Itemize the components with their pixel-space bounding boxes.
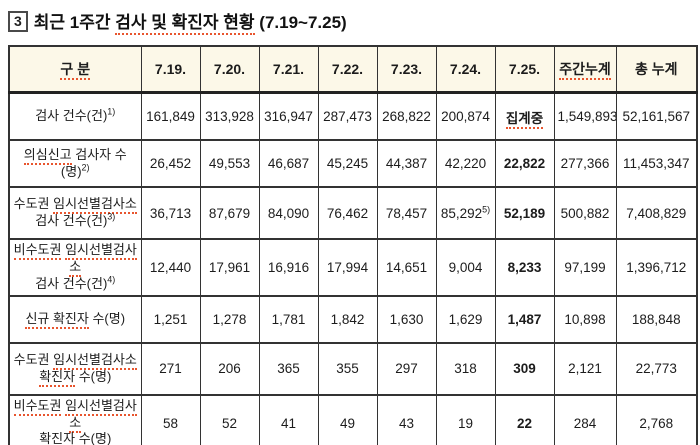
cell-value: 85,2925) xyxy=(435,186,496,240)
cell-value: 7,408,829 xyxy=(615,186,698,240)
row-label-capital-screening-tests: 수도권 임시선별검사소 검사 건수(건)3) xyxy=(8,186,142,240)
cell-value: 12,440 xyxy=(140,238,201,297)
cell-value: 1,629 xyxy=(435,294,496,344)
cell-value: 22,773 xyxy=(615,341,698,396)
table-body: 검사 건수(건)1) 161,849 313,928 316,947 287,473 26… xyxy=(8,91,698,445)
cell-value: 16,916 xyxy=(258,238,319,297)
title-index-badge: 3 xyxy=(8,11,28,32)
cell-value: 44,387 xyxy=(376,139,437,188)
cell-value: 188,848 xyxy=(615,294,698,344)
table-row-capital-screening-confirmed: 수도권 임시선별검사소 확진자 수(명) 271 206 365 355 297 318 309… xyxy=(8,341,698,396)
cell-value: 8,233 xyxy=(494,238,555,297)
stats-table: 구 분 7.19. 7.20. 7.21. 7.22. 7.23. 7.24. 7.25. 주간… xyxy=(8,45,698,445)
cell-value: 집계중 xyxy=(494,91,555,141)
cell-value: 284 xyxy=(553,393,617,445)
column-header: 7.23. xyxy=(376,45,437,94)
cell-value: 26,452 xyxy=(140,139,201,188)
column-header: 주간누계 xyxy=(553,45,617,94)
column-header: 7.20. xyxy=(199,45,260,94)
cell-value: 17,961 xyxy=(199,238,260,297)
cell-value: 42,220 xyxy=(435,139,496,188)
cell-value: 97,199 xyxy=(553,238,617,297)
column-header: 7.21. xyxy=(258,45,319,94)
row-label-tests-total: 검사 건수(건)1) xyxy=(8,91,142,141)
row-label-new-confirmed-cases: 신규 확진자 수(명) xyxy=(8,294,142,344)
cell-value: 355 xyxy=(317,341,378,396)
cell-value: 309 xyxy=(494,341,555,396)
cell-value: 1,630 xyxy=(376,294,437,344)
column-header: 7.24. xyxy=(435,45,496,94)
cell-value: 500,882 xyxy=(553,186,617,240)
cell-value: 268,822 xyxy=(376,91,437,141)
corner-header: 구 분 xyxy=(8,45,142,94)
cell-value: 316,947 xyxy=(258,91,319,141)
cell-value: 52,189 xyxy=(494,186,555,240)
cell-value: 87,679 xyxy=(199,186,260,240)
table-row-capital-screening-tests: 수도권 임시선별검사소 검사 건수(건)3) 36,713 87,679 84,090 7… xyxy=(8,186,698,240)
table-row-suspected-case-tested: 의심신고 검사자 수(명)2) 26,452 49,553 46,687 45,245 4… xyxy=(8,139,698,188)
table-row-noncapital-screening-confirmed: 비수도권 임시선별검사소 확진자 수(명) 58 52 41 49 43 19 22 284 2,7… xyxy=(8,393,698,445)
cell-value: 1,278 xyxy=(199,294,260,344)
cell-value: 41 xyxy=(258,393,319,445)
title-period: (7.19~7.25) xyxy=(254,13,347,32)
cell-value: 313,928 xyxy=(199,91,260,141)
cell-value: 1,781 xyxy=(258,294,319,344)
row-label-suspected-case-tested: 의심신고 검사자 수(명)2) xyxy=(8,139,142,188)
cell-value: 365 xyxy=(258,341,319,396)
cell-value: 43 xyxy=(376,393,437,445)
cell-value: 1,251 xyxy=(140,294,201,344)
table-row-noncapital-screening-tests: 비수도권 임시선별검사소 검사 건수(건)4) 12,440 17,961 16,916… xyxy=(8,238,698,297)
cell-value: 45,245 xyxy=(317,139,378,188)
cell-value: 1,396,712 xyxy=(615,238,698,297)
cell-value: 1,842 xyxy=(317,294,378,344)
cell-value: 9,004 xyxy=(435,238,496,297)
cell-value: 271 xyxy=(140,341,201,396)
cell-value: 49,553 xyxy=(199,139,260,188)
cell-value: 49 xyxy=(317,393,378,445)
column-header: 7.22. xyxy=(317,45,378,94)
column-header: 총 누계 xyxy=(615,45,698,94)
cell-value: 206 xyxy=(199,341,260,396)
cell-value: 52,161,567 xyxy=(615,91,698,141)
cell-value: 1,487 xyxy=(494,294,555,344)
title-text-lead: 최근 1주간 xyxy=(33,13,116,32)
page-title: 3 최근 1주간 검사 및 확진자 현황 (7.19~7.25) xyxy=(8,8,700,35)
cell-value: 36,713 xyxy=(140,186,201,240)
cell-value: 2,121 xyxy=(553,341,617,396)
cell-value: 11,453,347 xyxy=(615,139,698,188)
cell-value: 46,687 xyxy=(258,139,319,188)
cell-value: 22,822 xyxy=(494,139,555,188)
cell-value: 277,366 xyxy=(553,139,617,188)
cell-value: 19 xyxy=(435,393,496,445)
cell-value: 200,874 xyxy=(435,91,496,141)
column-header: 7.25. xyxy=(494,45,555,94)
row-label-capital-screening-confirmed: 수도권 임시선별검사소 확진자 수(명) xyxy=(8,341,142,396)
cell-value: 58 xyxy=(140,393,201,445)
column-header: 7.19. xyxy=(140,45,201,94)
cell-value: 2,768 xyxy=(615,393,698,445)
cell-value: 287,473 xyxy=(317,91,378,141)
header-row: 구 분 7.19. 7.20. 7.21. 7.22. 7.23. 7.24. 7.25. 주간… xyxy=(8,45,698,94)
cell-value: 10,898 xyxy=(553,294,617,344)
title-text-underlined: 검사 및 확진자 현황 xyxy=(115,13,255,35)
cell-value: 78,457 xyxy=(376,186,437,240)
cell-value: 318 xyxy=(435,341,496,396)
cell-value: 14,651 xyxy=(376,238,437,297)
row-label-noncapital-screening-tests: 비수도권 임시선별검사소 검사 건수(건)4) xyxy=(8,238,142,297)
table-row-new-confirmed-cases: 신규 확진자 수(명) 1,251 1,278 1,781 1,842 1,630 1,62… xyxy=(8,294,698,344)
row-label-noncapital-screening-confirmed: 비수도권 임시선별검사소 확진자 수(명) xyxy=(8,393,142,445)
cell-value: 17,994 xyxy=(317,238,378,297)
table-row-tests-total: 검사 건수(건)1) 161,849 313,928 316,947 287,473 26… xyxy=(8,91,698,141)
cell-value: 22 xyxy=(494,393,555,445)
cell-value: 297 xyxy=(376,341,437,396)
cell-value: 161,849 xyxy=(140,91,201,141)
cell-value: 1,549,893 xyxy=(553,91,617,141)
cell-value: 52 xyxy=(199,393,260,445)
cell-value: 76,462 xyxy=(317,186,378,240)
cell-value: 84,090 xyxy=(258,186,319,240)
